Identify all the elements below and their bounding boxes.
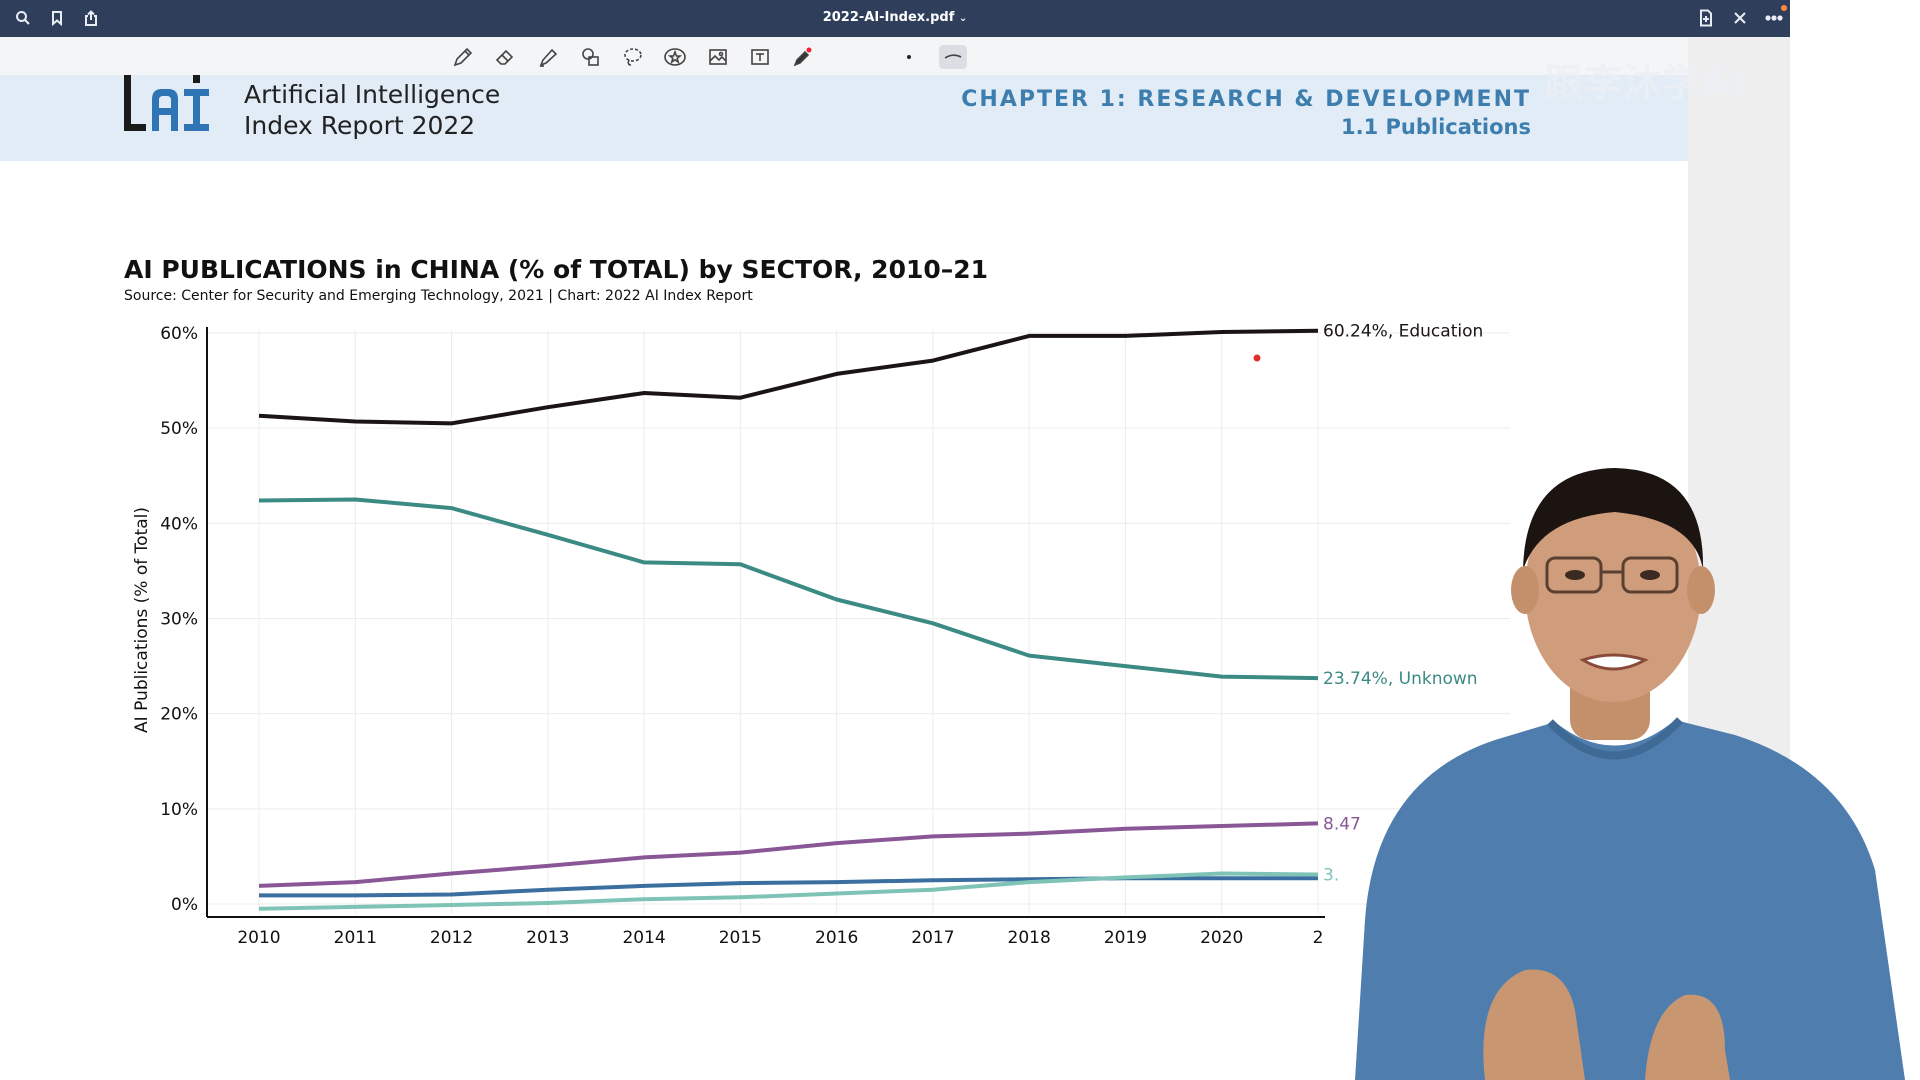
chapter-title: CHAPTER 1: RESEARCH & DEVELOPMENT (961, 87, 1531, 112)
series-line (258, 497, 1319, 681)
document-title-text: 2022-AI-Index.pdf (822, 10, 955, 25)
report-title-line1: Artificial Intelligence (244, 80, 501, 109)
chapter-heading: CHAPTER 1: RESEARCH & DEVELOPMENT 1.1 Pu… (961, 87, 1531, 139)
chapter-subtitle: 1.1 Publications (1340, 115, 1531, 139)
y-tick-label: 10% (160, 800, 198, 820)
text-box-icon[interactable] (747, 45, 773, 69)
bookmark-icon[interactable] (45, 5, 69, 31)
ai-index-logo (122, 75, 218, 139)
series-line (258, 821, 1319, 888)
annotation-toolbar (0, 37, 1790, 76)
save-pdf-icon[interactable] (1694, 5, 1718, 31)
y-tick-label: 30% (160, 610, 198, 630)
x-tick-label: 2019 (1104, 928, 1147, 948)
chart-title: AI PUBLICATIONS in CHINA (% of TOTAL) by… (124, 255, 989, 284)
x-tick-label: 2013 (526, 928, 569, 948)
x-tick-label: 2017 (911, 928, 954, 948)
more-icon[interactable] (1762, 5, 1786, 31)
y-tick-label: 60% (160, 324, 198, 344)
search-icon[interactable] (11, 5, 35, 31)
series-line (258, 328, 1319, 426)
eraser-icon[interactable] (492, 45, 518, 69)
cursor-dot (1253, 354, 1261, 362)
image-icon[interactable] (705, 45, 731, 69)
sticker-icon[interactable] (662, 45, 688, 69)
notification-dot (1781, 5, 1787, 11)
line-chart: 0% 10% 20% 30% 40% 50% 60% 2010 2011 2012 2013 2014… (132, 322, 1510, 948)
y-axis-label: AI Publications (% of Total) (132, 507, 152, 733)
document-title[interactable]: 2022-AI-Index.pdf ⌄ (0, 10, 1790, 25)
x-tick-label: 2 (1313, 928, 1324, 948)
pen-dot-size-icon[interactable] (896, 45, 922, 69)
y-tick-label: 0% (171, 895, 198, 915)
series-end-label: 23.74%, Unknown (1323, 669, 1478, 689)
series-end-label: 3. (1323, 865, 1339, 885)
x-tick-label: 2010 (237, 928, 280, 948)
shapes-icon[interactable] (578, 45, 604, 69)
y-tick-label: 50% (160, 419, 198, 439)
close-icon[interactable] (1728, 5, 1752, 31)
report-banner: Artificial Intelligence Index Report 202… (0, 75, 1688, 161)
report-title: Artificial Intelligence Index Report 202… (244, 79, 500, 141)
pen-icon[interactable] (450, 45, 476, 69)
x-tick-label: 2011 (334, 928, 377, 948)
x-tick-label: 2016 (815, 928, 858, 948)
report-title-line2: Index Report 2022 (244, 111, 476, 140)
x-tick-label: 2018 (1008, 928, 1051, 948)
x-tick-label: 2014 (622, 928, 665, 948)
series-line (259, 876, 1318, 898)
lasso-icon[interactable] (620, 45, 646, 69)
share-icon[interactable] (79, 5, 103, 31)
highlighter-icon[interactable] (535, 45, 561, 69)
presenter-video-overlay (1355, 468, 1905, 1080)
series-end-label: 8.47 (1323, 814, 1361, 834)
laser-pointer-icon[interactable] (790, 45, 816, 69)
chart-source: Source: Center for Security and Emerging… (124, 288, 753, 304)
channel-watermark: 跟李沐学AI (1545, 61, 1747, 105)
series-line (258, 871, 1319, 911)
x-tick-label: 2015 (719, 928, 762, 948)
chevron-down-icon[interactable]: ⌄ (958, 13, 968, 24)
x-tick-label: 2020 (1200, 928, 1243, 948)
title-bar: 2022-AI-Index.pdf ⌄ (0, 0, 1790, 37)
y-tick-label: 20% (160, 705, 198, 725)
series-end-label: 60.24%, Education (1323, 322, 1483, 342)
stroke-style-icon[interactable] (939, 45, 967, 69)
y-tick-label: 40% (160, 514, 198, 534)
x-tick-label: 2012 (430, 928, 473, 948)
